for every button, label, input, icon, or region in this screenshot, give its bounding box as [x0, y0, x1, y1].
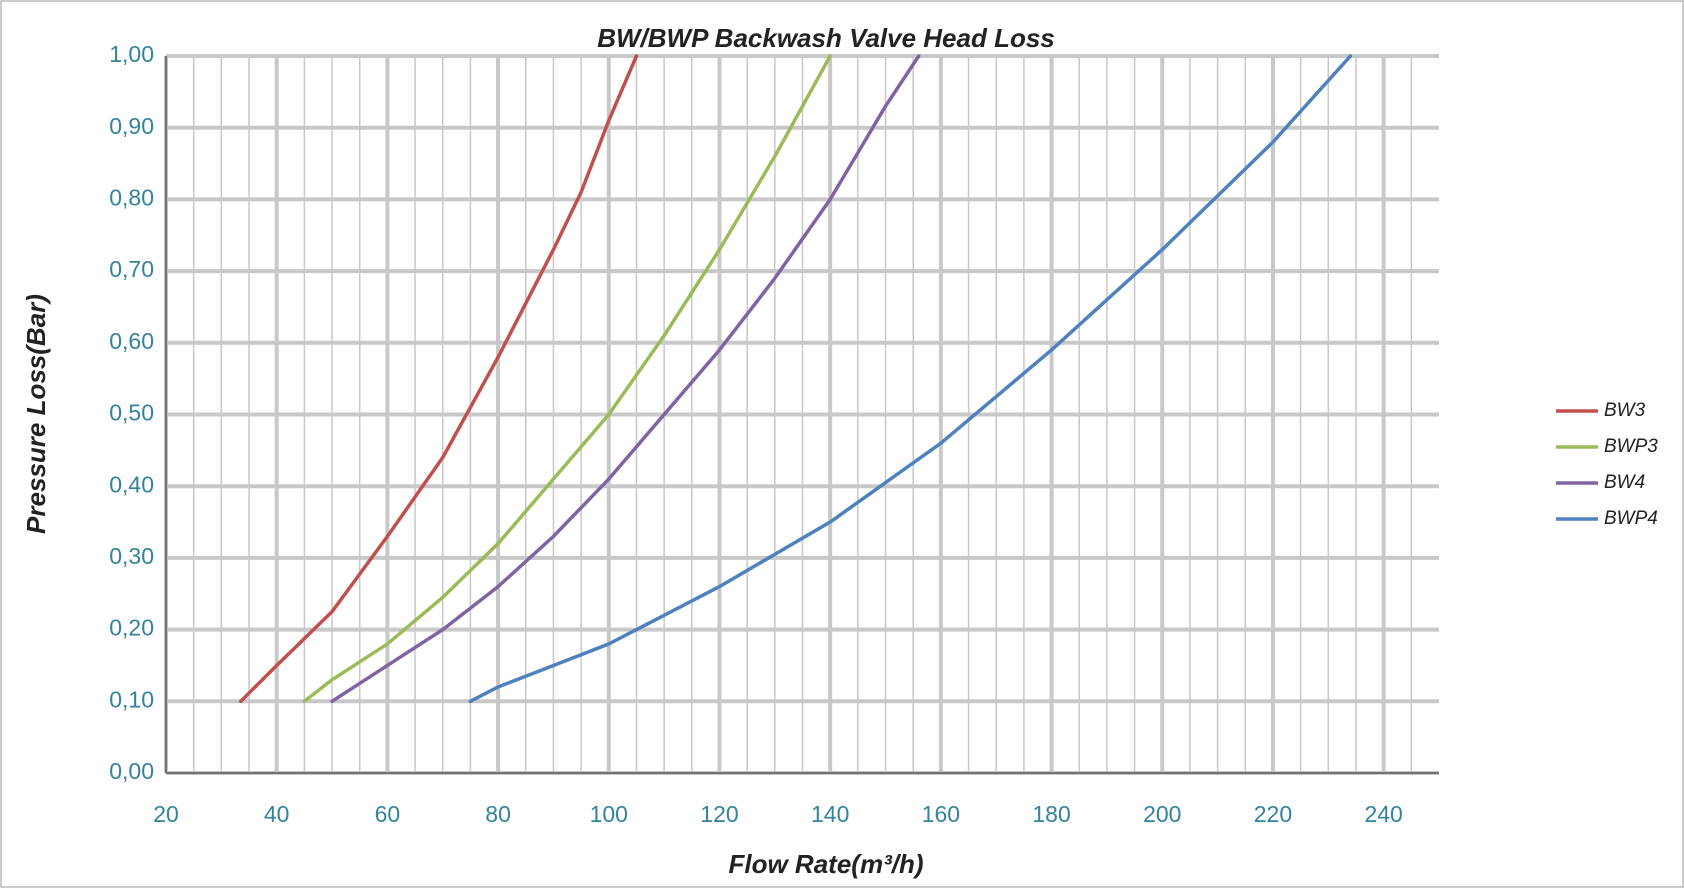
x-tick-label: 180	[1032, 801, 1070, 827]
legend-label: BWP4	[1604, 508, 1658, 529]
y-tick-label: 0,20	[109, 615, 154, 641]
series-line	[238, 54, 639, 704]
x-tick-label: 100	[590, 801, 628, 827]
y-tick-label: 0,10	[109, 686, 154, 712]
x-tick-label: 220	[1254, 801, 1292, 827]
y-tick-label: 0,40	[109, 471, 154, 497]
x-tick-label: 140	[811, 801, 849, 827]
legend-label: BW3	[1604, 400, 1646, 421]
x-tick-label: 80	[485, 801, 511, 827]
x-tick-label: 60	[375, 801, 401, 827]
x-tick-label: 240	[1364, 801, 1402, 827]
y-tick-label: 1,00	[109, 41, 154, 67]
chart-title: BW/BWP Backwash Valve Head Loss	[597, 23, 1055, 53]
y-tick-label: 0,30	[109, 543, 154, 569]
legend-label: BW4	[1604, 472, 1645, 493]
legend-label: BWP3	[1604, 436, 1658, 457]
y-tick-label: 0,50	[109, 400, 154, 426]
x-tick-label: 200	[1143, 801, 1181, 827]
series-line	[330, 54, 921, 704]
x-tick-label: 120	[700, 801, 738, 827]
series-line	[302, 54, 832, 704]
y-tick-label: 0,60	[109, 328, 154, 354]
series-line	[468, 54, 1353, 704]
y-tick-label: 0,70	[109, 256, 154, 282]
x-tick-label: 20	[153, 801, 179, 827]
y-tick-label: 0,00	[109, 758, 154, 784]
x-tick-label: 40	[264, 801, 290, 827]
y-tick-label: 0,80	[109, 184, 154, 210]
y-axis-title: Pressure Loss(Bar)	[21, 294, 51, 534]
y-tick-label: 0,90	[109, 113, 154, 139]
x-axis-title: Flow Rate(m³/h)	[729, 849, 924, 879]
x-tick-label: 160	[922, 801, 960, 827]
